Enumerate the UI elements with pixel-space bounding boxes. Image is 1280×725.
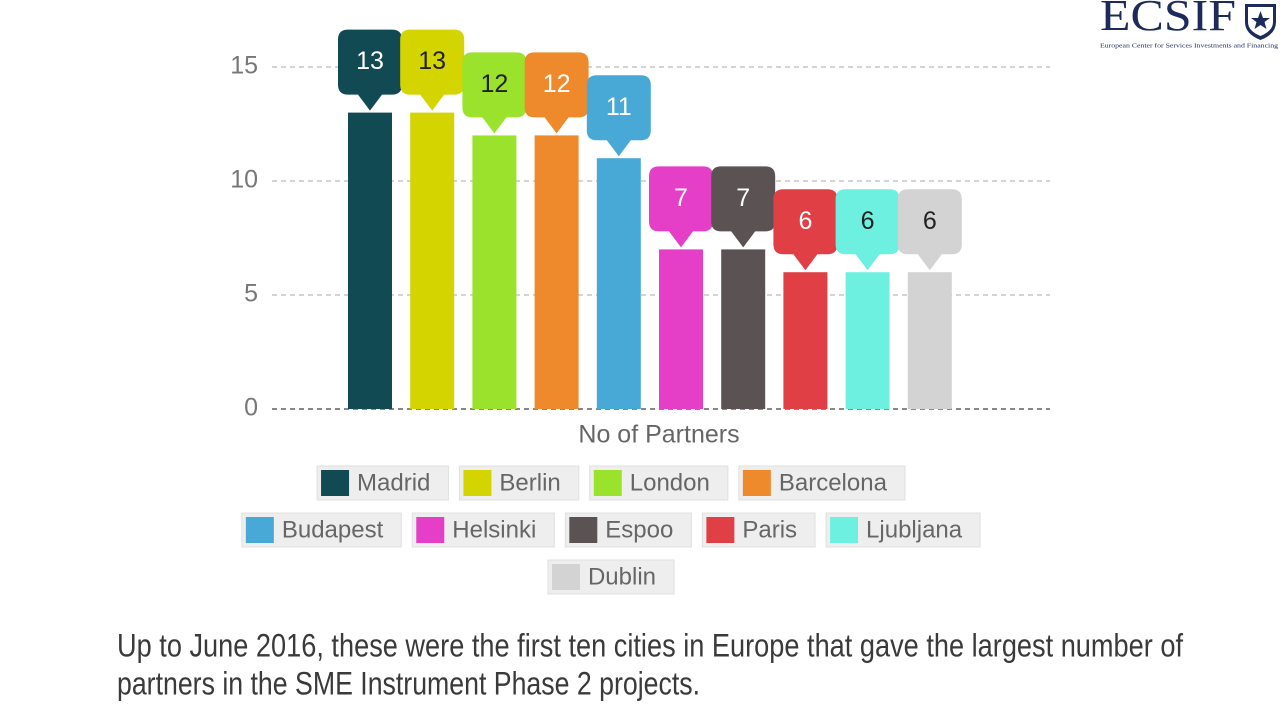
legend-swatch — [463, 470, 492, 496]
logo-subtitle: European Center for Services Investments… — [1100, 42, 1278, 49]
logo-title: ECSIF — [1100, 0, 1236, 40]
value-callout — [897, 189, 962, 271]
value-callout — [524, 52, 589, 134]
y-tick-label: 10 — [230, 166, 258, 194]
legend-swatch — [551, 564, 580, 590]
value-callout — [773, 189, 838, 271]
legend-swatch — [569, 517, 598, 543]
y-tick-label: 5 — [244, 280, 258, 308]
bar — [596, 158, 641, 409]
value-label: 13 — [418, 47, 446, 75]
caption-line: partners in the SME Instrument Phase 2 p… — [117, 665, 700, 701]
value-label: 6 — [923, 207, 937, 235]
y-tick-label: 0 — [244, 394, 258, 422]
value-callout — [835, 189, 900, 271]
legend-item: Ljubljana — [825, 512, 981, 548]
legend-label: Budapest — [282, 516, 384, 543]
legend-swatch — [742, 470, 771, 496]
legend-swatch — [321, 470, 350, 496]
value-label: 12 — [543, 70, 571, 98]
legend-item: Budapest — [241, 512, 402, 548]
legend-item: London — [589, 465, 729, 501]
bar — [659, 249, 703, 409]
y-tick-label: 15 — [230, 52, 258, 80]
value-callout — [711, 166, 776, 248]
bar — [845, 272, 890, 409]
value-label: 7 — [674, 184, 688, 212]
legend-label: Madrid — [357, 469, 430, 496]
bar — [907, 272, 952, 409]
legend-item: Paris — [701, 512, 816, 548]
value-label: 6 — [861, 207, 875, 235]
legend-label: Berlin — [499, 469, 560, 496]
legend-item: Barcelona — [738, 465, 906, 501]
legend-label: Barcelona — [779, 469, 888, 496]
legend-swatch — [593, 470, 622, 496]
legend-swatch — [830, 517, 859, 543]
legend-item: Berlin — [458, 465, 580, 501]
legend-swatch — [706, 517, 735, 543]
value-callout — [649, 166, 713, 248]
legend-item: Madrid — [316, 465, 449, 501]
x-axis-label: No of Partners — [578, 421, 739, 449]
value-callout — [338, 29, 402, 111]
bar — [721, 249, 766, 409]
legend-label: Paris — [742, 516, 797, 543]
value-label: 6 — [798, 207, 812, 235]
legend-item: Dublin — [547, 559, 675, 595]
bar — [410, 112, 455, 409]
bar — [783, 272, 828, 409]
legend-label: Helsinki — [452, 516, 536, 543]
value-label: 13 — [356, 47, 384, 75]
caption-line: Up to June 2016, these were the first te… — [117, 627, 1183, 663]
legend-label: Ljubljana — [866, 516, 963, 543]
legend-label: Dublin — [588, 563, 656, 590]
legend-swatch — [416, 517, 445, 543]
value-callout — [400, 29, 465, 111]
bar — [472, 135, 517, 409]
value-label: 11 — [606, 93, 632, 121]
value-callout — [462, 52, 527, 134]
bar — [534, 135, 579, 409]
value-callout — [586, 75, 651, 157]
legend-item: Helsinki — [411, 512, 555, 548]
value-label: 7 — [736, 184, 750, 212]
legend-label: London — [630, 469, 710, 496]
bar — [348, 112, 392, 409]
logo-shield — [1245, 4, 1276, 40]
legend-item: Espoo — [564, 512, 692, 548]
value-label: 12 — [480, 70, 508, 98]
legend-swatch — [245, 517, 274, 543]
legend-label: Espoo — [605, 516, 673, 543]
